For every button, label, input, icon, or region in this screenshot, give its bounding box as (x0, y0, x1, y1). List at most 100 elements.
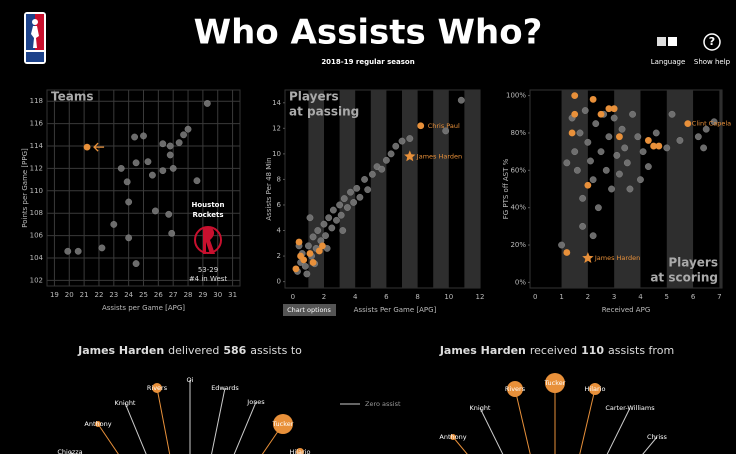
stripe (719, 90, 722, 288)
node-label: Hilario (585, 385, 606, 393)
node (589, 383, 601, 395)
x-tick-label: 20 (65, 291, 74, 299)
x-tick-label: 31 (228, 291, 237, 299)
point (125, 234, 133, 242)
star-marker (404, 150, 416, 162)
point (333, 216, 340, 224)
chart: 19 20 21 22 23 24 25 26 27 28 29 30 31 102 104 106 108 11… (21, 89, 241, 312)
point (184, 125, 192, 133)
x-tick-label: 29 (198, 291, 207, 299)
highlight-point (644, 137, 652, 144)
point (668, 110, 676, 118)
x-tick-label: 30 (213, 291, 222, 299)
node (296, 448, 304, 454)
link (514, 388, 531, 454)
y-tick-label: 112 (30, 164, 43, 172)
chart: 0 1 2 3 4 5 6 7 0% 20% 40% 60% 80% 100% Received APG FG… (502, 89, 731, 314)
charts: 19 20 21 22 23 24 25 26 27 28 29 30 3110210410610811… (21, 89, 731, 316)
point (159, 167, 167, 175)
help-label: Show help (694, 58, 731, 66)
pointer-arrow (93, 142, 105, 152)
x-tick-label: 27 (169, 291, 178, 299)
x-tick-label: 25 (139, 291, 148, 299)
radial: James Harden received 110 assists from River… (439, 344, 674, 454)
point (169, 164, 177, 172)
heading-verb: delivered (168, 344, 219, 357)
x-axis-label: Received APG (602, 306, 651, 314)
chart-title: at scoring (650, 271, 718, 285)
y-tick-label: 0% (515, 278, 526, 286)
node-label: Rivers (505, 385, 526, 393)
point (589, 176, 597, 184)
point (368, 170, 376, 178)
node (152, 383, 162, 393)
point (64, 247, 72, 255)
point (303, 270, 311, 278)
language-button[interactable]: Language (651, 37, 686, 66)
stripe (370, 90, 387, 288)
y-tick-label: 20% (510, 241, 526, 249)
point-label: Chris Paul (428, 122, 460, 130)
radials: James Harden delivered 586 assists to Rivers… (57, 344, 674, 454)
point (378, 165, 386, 173)
highlight-point (605, 105, 613, 113)
point (350, 199, 358, 206)
y-tick-label: 10 (272, 150, 281, 158)
link (642, 436, 658, 454)
y-tick-label: 110 (30, 187, 43, 195)
highlight-point (616, 133, 623, 141)
point (573, 166, 581, 174)
node-label: Tucker (272, 420, 294, 428)
y-tick-label: 4 (277, 227, 282, 235)
heading-tail: assists to (250, 344, 302, 357)
link (156, 387, 171, 454)
y-tick-label: 40% (510, 204, 526, 212)
point (398, 137, 406, 145)
point (175, 139, 183, 147)
team-logo (194, 226, 222, 254)
point (392, 142, 400, 150)
star-marker (582, 252, 594, 263)
x-tick-label: 7 (717, 293, 721, 301)
y-tick-label: 60% (510, 166, 526, 174)
y-tick-label: 116 (30, 120, 44, 128)
x-tick-label: 12 (476, 293, 485, 301)
node (450, 434, 456, 440)
point (563, 159, 571, 167)
x-axis-label: Assists Per Game [APG] (354, 306, 437, 314)
x-tick-label: 6 (384, 293, 389, 301)
team-label: Rockets (192, 211, 223, 219)
point (382, 156, 390, 164)
point (125, 198, 133, 206)
x-tick-label: 23 (109, 291, 118, 299)
y-tick-label: 0 (277, 278, 281, 286)
point (637, 176, 644, 184)
point (710, 118, 718, 126)
chart-title: Players (668, 256, 718, 270)
heading-tail: assists from (608, 344, 674, 357)
x-tick-label: 3 (612, 293, 616, 301)
button-bg (283, 304, 336, 316)
point (597, 148, 605, 156)
nba-logo (24, 12, 46, 64)
heading-player: James Harden (77, 344, 164, 357)
node (273, 414, 293, 434)
node-label: Knight (115, 399, 136, 407)
node-label: Anthony (84, 420, 111, 428)
x-tick-label: 28 (184, 291, 193, 299)
highlight-point (83, 143, 91, 151)
highlight-point (589, 95, 597, 103)
node-label: Knight (470, 404, 491, 412)
point (700, 144, 707, 152)
stripe (402, 90, 418, 288)
point (309, 233, 317, 241)
chart-options-button[interactable]: Chart options (283, 304, 336, 316)
node-label: Carter-Williams (605, 404, 655, 412)
button-label: Chart options (287, 306, 331, 314)
point (610, 114, 618, 122)
point (576, 129, 584, 137)
point (166, 142, 174, 150)
point (193, 177, 201, 185)
help-button[interactable]: ? Show help (694, 33, 731, 66)
point-label: James Harden (416, 152, 462, 160)
